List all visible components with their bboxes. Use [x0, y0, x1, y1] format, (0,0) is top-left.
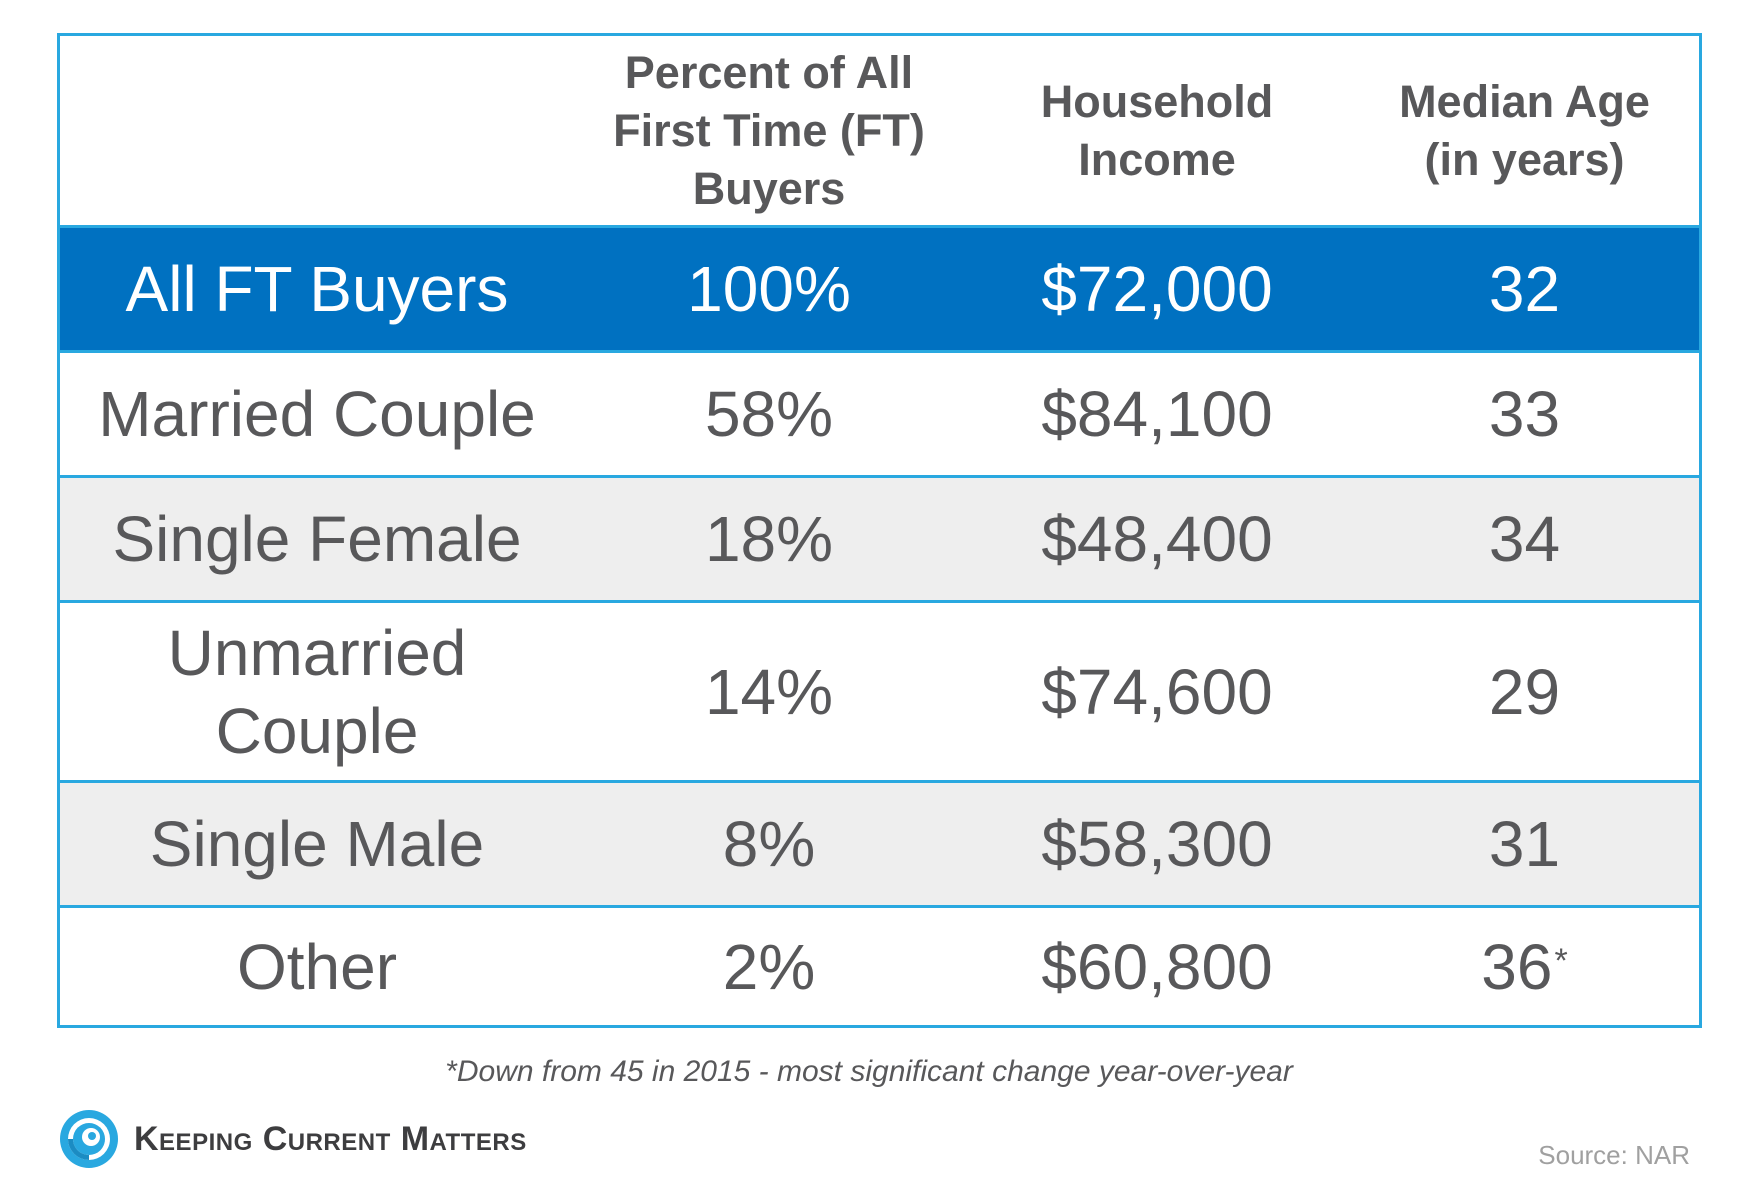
- row-age-value: 29: [1488, 655, 1561, 728]
- row-percent: 8%: [722, 808, 816, 880]
- table-header-row: Percent of All First Time (FT) Buyers Ho…: [60, 36, 1699, 228]
- header-cell-income: Household Income: [964, 36, 1350, 225]
- age-footnote-marker: *: [1554, 941, 1568, 980]
- row-age: 36 *: [1350, 908, 1699, 1025]
- row-percent: 58%: [704, 378, 834, 450]
- row-percent: 18%: [704, 503, 834, 575]
- row-income: $60,800: [1041, 930, 1273, 1003]
- row-age-value: 36: [1481, 930, 1553, 1003]
- header-income-text: Household Income: [1040, 75, 1274, 185]
- row-label: Other: [236, 930, 398, 1003]
- row-income: $58,300: [1041, 808, 1273, 880]
- row-label: Unmarried Couple: [60, 603, 574, 780]
- row-percent: 100%: [687, 253, 851, 325]
- footnote: *Down from 45 in 2015 - most significant…: [445, 1055, 1293, 1088]
- row-age-value: 34: [1488, 503, 1561, 575]
- header-cell-percent: Percent of All First Time (FT) Buyers: [574, 36, 964, 225]
- row-age: 33: [1350, 353, 1699, 475]
- table-row: All FT Buyers 100% $72,000 32: [60, 228, 1699, 353]
- row-age: 32: [1350, 228, 1699, 350]
- row-label: All FT Buyers: [125, 253, 509, 325]
- row-age-value: 33: [1488, 378, 1561, 450]
- header-cell-label: [60, 36, 574, 225]
- row-percent: 14%: [704, 655, 834, 728]
- row-income: $74,600: [1041, 655, 1273, 728]
- header-cell-age: Median Age (in years): [1350, 36, 1699, 225]
- header-percent-text: Percent of All First Time (FT) Buyers: [613, 46, 925, 214]
- row-label: Married Couple: [98, 378, 536, 450]
- header-age-text: Median Age (in years): [1399, 75, 1650, 185]
- table-row: Unmarried Couple 14% $74,600 29: [60, 603, 1699, 783]
- row-percent: 2%: [722, 930, 816, 1003]
- row-income: $48,400: [1041, 503, 1273, 575]
- row-income: $84,100: [1041, 378, 1273, 450]
- brand-name: Keeping Current Matters: [134, 1119, 527, 1158]
- row-age: 31: [1350, 783, 1699, 905]
- table-row: Other 2% $60,800 36 *: [60, 908, 1699, 1025]
- table-row: Single Female 18% $48,400 34: [60, 478, 1699, 603]
- row-age: 34: [1350, 478, 1699, 600]
- row-label-text: Unmarried Couple: [167, 616, 467, 767]
- row-label: Single Female: [112, 503, 522, 575]
- source-label: Source: NAR: [1538, 1140, 1690, 1170]
- table-row: Married Couple 58% $84,100 33: [60, 353, 1699, 478]
- row-age-value: 32: [1488, 253, 1561, 325]
- row-income: $72,000: [1041, 253, 1273, 325]
- first-time-buyers-table: Percent of All First Time (FT) Buyers Ho…: [57, 33, 1702, 1028]
- row-age-value: 31: [1488, 808, 1561, 880]
- table-row: Single Male 8% $58,300 31: [60, 783, 1699, 908]
- swirl-logo-icon: [60, 1110, 118, 1168]
- brand-logo: Keeping Current Matters: [58, 1108, 527, 1170]
- row-label: Single Male: [149, 808, 485, 880]
- row-age: 29: [1350, 603, 1699, 780]
